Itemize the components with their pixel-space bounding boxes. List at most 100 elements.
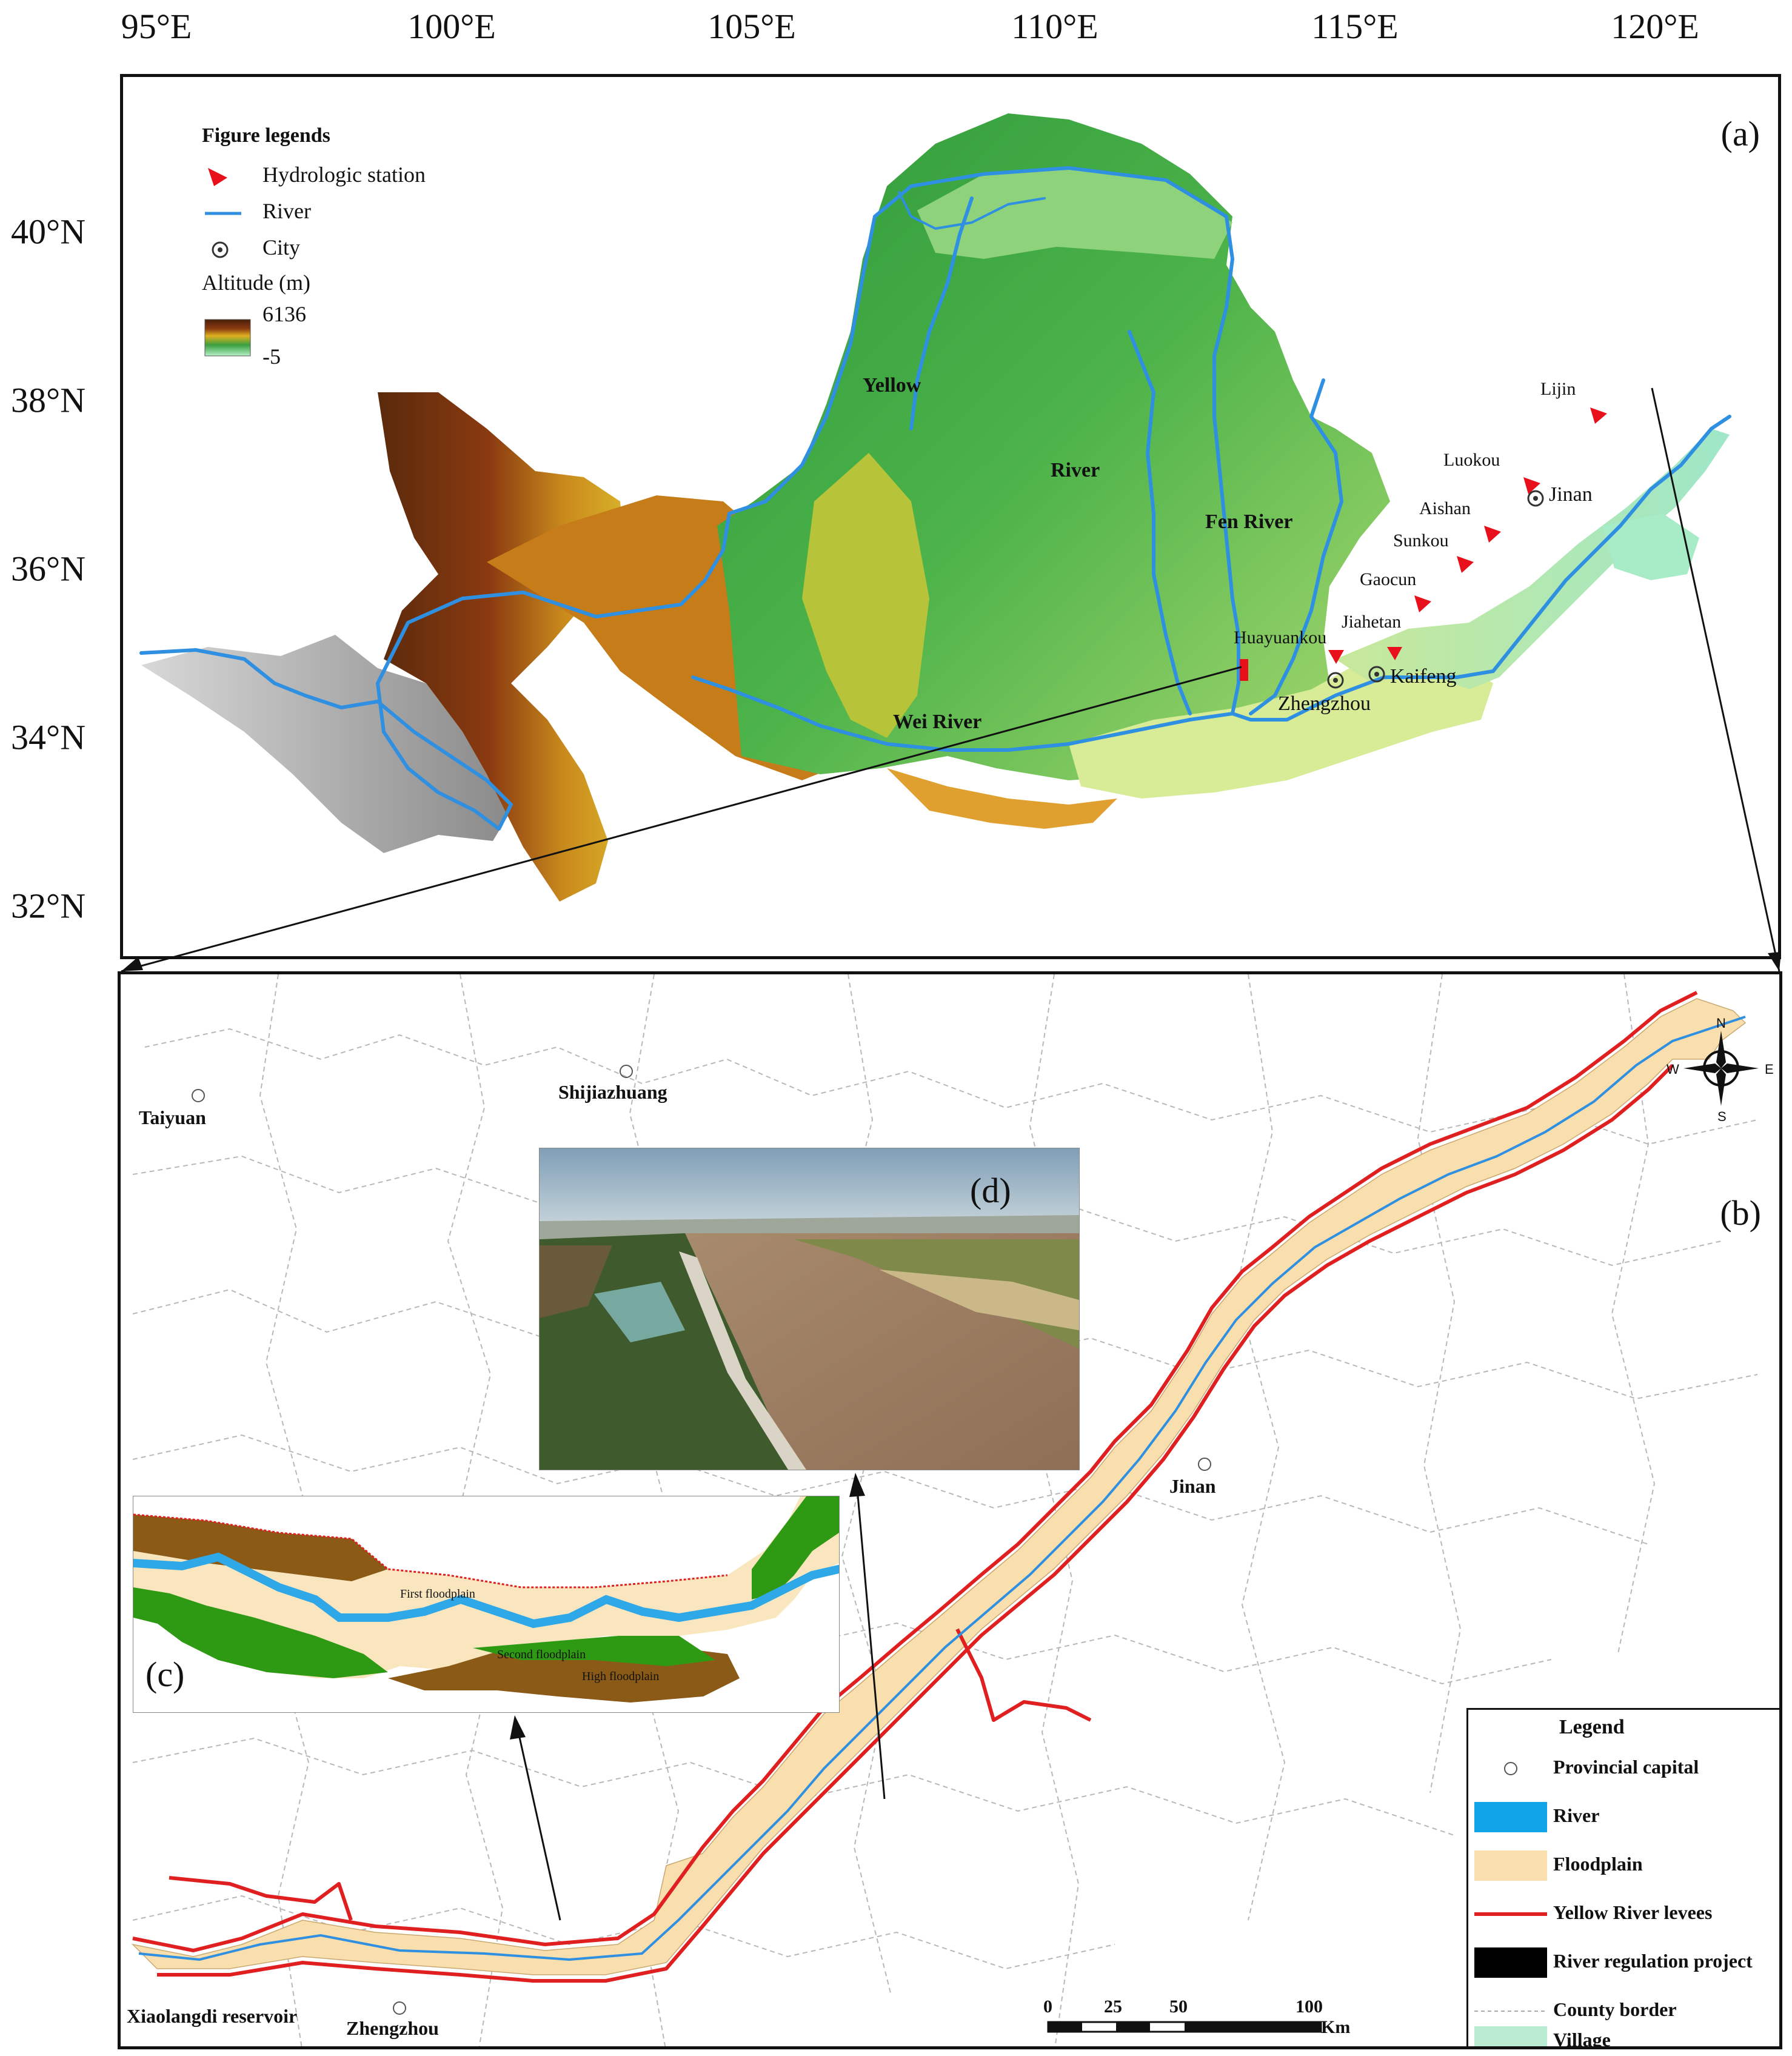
city-zhengzhou-label: Zhengzhou [1278,692,1371,715]
city-kaifeng-label: Kaifeng [1390,665,1457,688]
basin-relief-map [139,113,1731,902]
scale-tick-25: 25 [1104,1997,1122,2017]
legend-row-village: Village [1468,2026,1779,2049]
lon-label-120: 120°E [1611,7,1699,46]
legend-river-label-b: River [1553,1804,1600,1826]
station-sunkou-marker [1457,556,1474,573]
scale-unit: Km [1321,2017,1351,2037]
scale-bar [1047,2021,1322,2033]
label-yellow: Yellow [863,374,921,397]
legend-river-label: River [262,199,311,223]
lat-label-36: 36°N [11,549,86,589]
lon-label-115: 115°E [1311,7,1399,46]
city-kaifeng-icon [1368,666,1385,683]
photo-d: (d) [539,1148,1080,1470]
station-huayuankou-marker [1328,650,1344,664]
station-aishan-marker [1484,526,1501,543]
station-gaocun-marker [1414,595,1431,612]
xiaolangdi-label: Xiaolangdi reservoir [127,2005,298,2027]
map-panel-a: (a) Figure legends Hydrologic station Ri… [120,74,1781,959]
legend-b-title: Legend [1559,1716,1625,1738]
hetao-canals [898,191,1046,230]
figure-legend-title: Figure legends [202,124,330,147]
lon-label-110: 110°E [1011,7,1098,46]
legend-b: Legend Provincial capital River Floodpla… [1466,1708,1779,2049]
legend-village-label: Village [1553,2029,1611,2049]
city-jinan-icon [1527,490,1544,507]
legend-row-regulation: River regulation project [1468,1941,1779,1984]
altitude-title: Altitude (m) [202,270,310,295]
levee-north [132,991,1698,1952]
inset-c-tag: (c) [145,1655,185,1694]
zoom-source-marker [1240,659,1248,681]
station-jiahetan-label: Jiahetan [1342,612,1402,632]
legend-levees-label: Yellow River levees [1553,1901,1713,1923]
legend-station-label: Hydrologic station [262,162,426,187]
station-aishan-label: Aishan [1419,498,1471,518]
legend-floodplain-swatch [1474,1850,1547,1881]
legend-floodplain-label: Floodplain [1553,1853,1643,1875]
jinan-icon [1198,1458,1211,1471]
river-channel [138,1016,1746,1961]
lat-label-32: 32°N [11,886,86,926]
legend-regulation-label: River regulation project [1553,1950,1753,1972]
shijiazhuang-icon [620,1065,633,1078]
map-panel-b: (b) N S E W Taiyuan Shijiazhuang Jinan Z… [118,971,1782,2049]
compass-s: S [1717,1109,1727,1124]
legend-row-county: County border [1468,1990,1779,2032]
city-jinan-label-b: Jinan [1169,1475,1216,1497]
city-shijiazhuang-label: Shijiazhuang [558,1081,667,1103]
station-gaocun-label: Gaocun [1360,569,1417,589]
scale-tick-100: 100 [1296,1997,1323,2017]
panel-a-tag: (a) [1720,114,1760,153]
fen-river [1249,378,1343,715]
levee-south [157,1063,1674,1983]
legend-city-icon [212,241,229,258]
legend-row-river: River [1468,1796,1779,1838]
city-taiyuan-label: Taiyuan [139,1107,206,1128]
label-fen-river: Fen River [1205,511,1293,533]
first-floodplain-label: First floodplain [400,1587,475,1601]
station-lijin-label: Lijin [1540,379,1576,399]
levee-upstream [169,1876,353,1921]
altitude-colorbar [204,319,251,357]
legend-county-label: County border [1553,1998,1677,2020]
panel-b-tag: (b) [1720,1193,1761,1233]
floodplain-area [131,998,1747,1975]
legend-city-label: City [262,235,301,260]
altitude-min: -5 [262,344,281,369]
station-luokou-marker [1523,477,1540,494]
station-lijin-marker [1590,407,1607,424]
legend-row-capital: Provincial capital [1468,1747,1779,1790]
label-river: River [1051,459,1100,481]
compass-w: W [1667,1062,1679,1077]
legend-station-icon [208,168,227,186]
high-floodplain-label: High floodplain [582,1670,660,1683]
taiyuan-icon [192,1089,205,1102]
lon-label-95: 95°E [121,7,192,46]
tributary-north [909,196,974,430]
station-jiahetan-marker [1387,647,1402,660]
station-sunkou-label: Sunkou [1393,531,1449,551]
lat-label-40: 40°N [11,212,86,252]
zhengzhou-icon [393,2001,406,2015]
scale-tick-50: 50 [1169,1997,1188,2017]
legend-row-levees: Yellow River levees [1468,1893,1779,1935]
levee-branch [955,1628,1092,1722]
altitude-max: 6136 [262,302,306,326]
lat-label-34: 34°N [11,717,86,757]
legend-regulation-swatch [1474,1947,1547,1978]
compass-e: E [1765,1062,1774,1077]
lat-label-38: 38°N [11,380,86,420]
city-jinan-label: Jinan [1549,483,1593,506]
lon-label-100: 100°E [407,7,496,46]
compass-rose [1683,1031,1759,1106]
floodplain-map [131,974,1759,2046]
second-floodplain-label: Second floodplain [497,1648,586,1661]
legend-capital-label: Provincial capital [1553,1756,1699,1778]
legend-village-swatch [1474,2026,1547,2046]
legend-row-floodplain: Floodplain [1468,1844,1779,1887]
station-huayuankou-label: Huayuankou [1234,628,1327,648]
station-luokou-label: Luokou [1443,450,1500,470]
photo-d-tag: (d) [970,1171,1011,1210]
